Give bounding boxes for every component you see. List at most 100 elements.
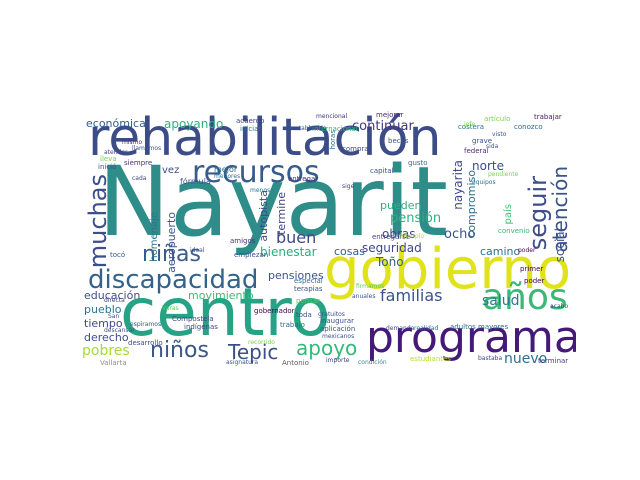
word: país (503, 204, 514, 225)
word: económica (86, 117, 146, 130)
word: convenio (498, 227, 530, 235)
word: salud (482, 293, 520, 309)
word: llamamos (132, 145, 162, 152)
word: comprar (342, 145, 372, 153)
word: pensar (296, 297, 321, 305)
word: años (482, 277, 568, 318)
word: nayarita (451, 160, 465, 210)
word: iniciar (240, 125, 262, 133)
word: gusto (408, 159, 428, 167)
word: demanda (386, 325, 415, 332)
word: firmamos (356, 283, 385, 290)
word: estudiantes (410, 355, 451, 363)
word: San (108, 313, 120, 320)
word: pensión (390, 211, 442, 226)
word: mejor (214, 165, 238, 174)
word: jefe (464, 121, 476, 128)
word: lleva (100, 155, 117, 163)
word: niños (150, 338, 209, 363)
word: pobres (82, 343, 130, 359)
word: capital (370, 167, 394, 175)
word: apoyando (164, 117, 224, 131)
word: becas (388, 137, 409, 145)
word: vez (162, 165, 180, 176)
word: fórmula (180, 177, 211, 186)
word: pendiente (488, 171, 519, 178)
word: bienestar (260, 245, 317, 259)
word: termine (275, 192, 288, 235)
word: anuales (352, 293, 376, 300)
word: Compostela (172, 315, 214, 323)
word: mencional (316, 113, 348, 120)
word-cloud: rehabilitación Nayarit gobierno centro p… (80, 108, 576, 372)
word: siempre (124, 159, 153, 167)
word: poder (524, 277, 545, 285)
word: primer (520, 265, 544, 273)
word: descansar (104, 327, 135, 334)
word: buen (276, 228, 317, 247)
word: Varas (162, 305, 179, 312)
word: nuevo (504, 351, 548, 367)
word: gobernador (254, 307, 295, 315)
word: especial (294, 277, 323, 285)
word: social (553, 228, 567, 263)
word: ocho (444, 227, 476, 242)
word: directa (104, 297, 125, 304)
word: muchas (84, 174, 112, 269)
word: terminar (538, 357, 569, 365)
word: discapacidad (88, 265, 259, 295)
word: poder (518, 247, 536, 254)
word: sige (342, 183, 355, 190)
word: gobierno (324, 237, 572, 302)
word: indígenas (184, 323, 218, 331)
word: Toño (376, 255, 404, 269)
word: inaugurar (320, 317, 355, 325)
word: homenaje (149, 212, 160, 262)
word: apoyo (296, 336, 358, 360)
word: familias (380, 286, 443, 305)
word: aeropuerto (165, 212, 178, 273)
word: conozco (514, 123, 543, 131)
word: cosas (334, 245, 365, 258)
word: empiezan (234, 251, 269, 259)
word: acuerdo (236, 117, 265, 125)
word: entregar (288, 175, 319, 183)
word: realidad (414, 325, 439, 332)
word: recorrido (248, 339, 275, 346)
word: toda (296, 311, 312, 319)
word: federal (464, 147, 489, 155)
word: bastaba (478, 355, 503, 362)
word: cada (132, 175, 147, 182)
word: norte (472, 159, 504, 173)
word: sida (486, 143, 499, 150)
word: autopista (257, 190, 270, 242)
word: Antonio (282, 359, 309, 367)
word: ideal (190, 247, 205, 254)
word: tiempo (84, 317, 123, 330)
word: seguir (524, 176, 552, 251)
word: pueblo (84, 303, 122, 316)
word: niñas (142, 242, 201, 267)
word: gratuitos (318, 311, 345, 318)
word: menores (214, 173, 241, 180)
word: Tepic (228, 340, 279, 364)
word: adultos mayores (450, 323, 509, 331)
word: condición (358, 359, 387, 366)
word: acabo (550, 303, 569, 310)
word: trabajo (280, 321, 305, 329)
word: obras (382, 227, 416, 241)
word: horas (329, 130, 337, 150)
word: pueden (380, 199, 422, 212)
word: Nayarit (98, 146, 449, 258)
word: Vallarta (100, 359, 127, 367)
word: mexicanos (322, 333, 355, 340)
word: grave (472, 137, 493, 145)
word: internacional (312, 125, 358, 133)
word: espiramos (130, 321, 162, 328)
word: costera (458, 123, 484, 131)
word: continuar (352, 119, 414, 134)
word: artículo (484, 115, 511, 123)
word: rehabilitación (88, 108, 442, 168)
word: importe (326, 357, 350, 364)
word: atender (104, 149, 128, 156)
